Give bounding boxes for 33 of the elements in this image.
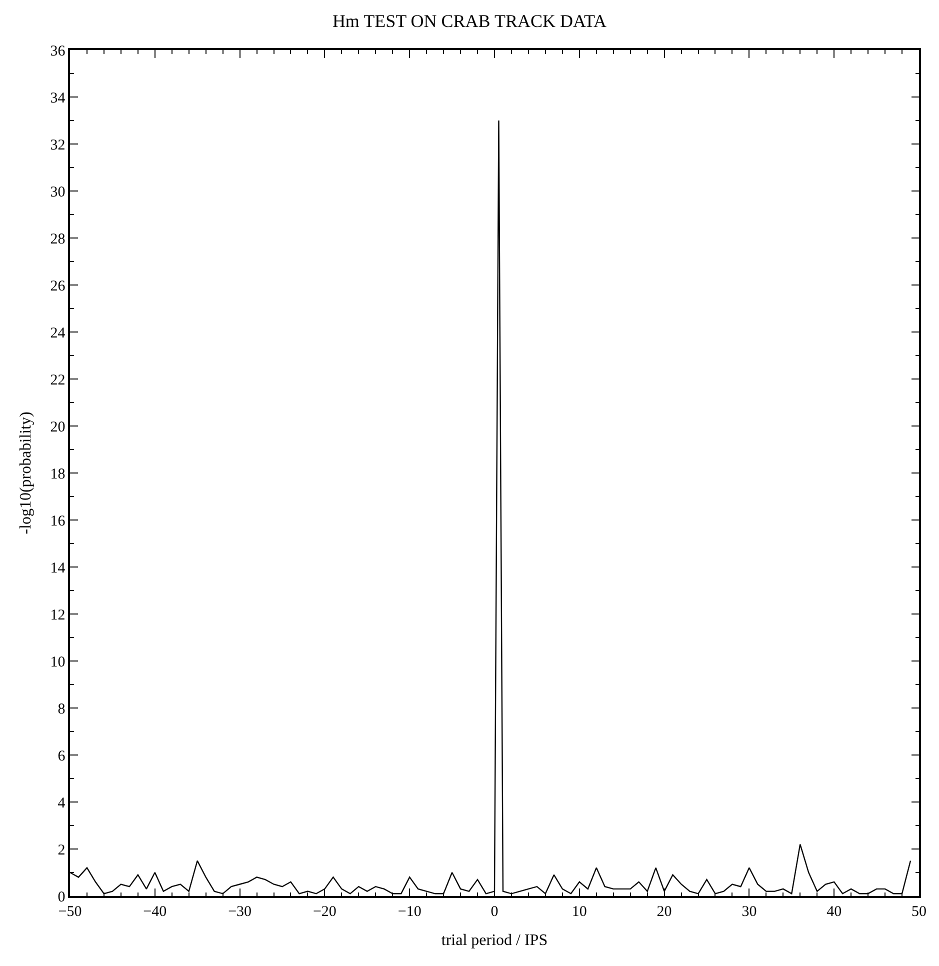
x-tick-label: 40 — [826, 904, 842, 920]
y-tick-label: 2 — [58, 842, 66, 858]
y-tick-label: 22 — [50, 372, 66, 388]
y-tick-label: 20 — [50, 419, 66, 436]
x-tick-label: 50 — [912, 904, 926, 920]
y-axis-title: -log10(probability) — [18, 412, 35, 534]
y-tick-label: 34 — [50, 90, 66, 106]
x-tick-label: 10 — [572, 904, 587, 920]
y-tick-label: 16 — [50, 513, 66, 530]
x-axis-title: trial period / IPS — [441, 932, 548, 949]
y-tick-label: 14 — [50, 560, 66, 576]
chart-title: Hm TEST ON CRAB TRACK DATA — [332, 11, 607, 32]
x-tick-label: 20 — [656, 904, 672, 920]
y-tick-label: 36 — [50, 43, 66, 60]
y-tick-label: 4 — [58, 795, 66, 812]
x-tick-label: −30 — [228, 904, 252, 920]
y-tick-label: 30 — [50, 184, 66, 200]
x-tick-label: −50 — [58, 904, 82, 920]
y-tick-label: 6 — [58, 748, 66, 764]
y-tick-label: 12 — [50, 607, 66, 624]
x-tick-label: −40 — [143, 904, 167, 920]
y-tick-label: 32 — [50, 137, 66, 154]
y-tick-label: 26 — [50, 278, 66, 294]
x-tick-label: 30 — [742, 904, 757, 920]
y-tick-label: 28 — [50, 231, 66, 248]
x-tick-label: −10 — [398, 904, 422, 920]
x-tick-label: 0 — [490, 904, 498, 920]
y-tick-label: 18 — [50, 466, 66, 482]
x-tick-label: −20 — [312, 904, 336, 920]
y-tick-label: 10 — [50, 654, 66, 670]
y-tick-label: 0 — [58, 889, 66, 906]
y-tick-label: 8 — [58, 701, 66, 718]
y-tick-label: 24 — [50, 325, 66, 342]
